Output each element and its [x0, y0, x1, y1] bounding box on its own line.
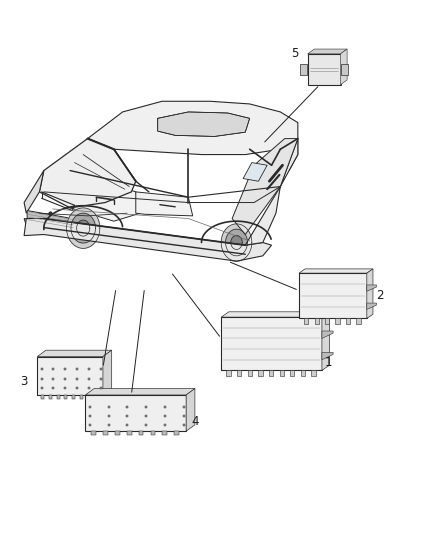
Polygon shape — [103, 431, 108, 435]
Text: 2: 2 — [376, 289, 384, 302]
Polygon shape — [49, 395, 52, 399]
Polygon shape — [221, 312, 329, 317]
Polygon shape — [322, 331, 333, 338]
Polygon shape — [314, 318, 319, 324]
Polygon shape — [85, 395, 186, 431]
Text: 5: 5 — [291, 47, 298, 60]
Polygon shape — [64, 395, 67, 399]
Polygon shape — [311, 370, 315, 376]
Polygon shape — [39, 139, 136, 208]
Polygon shape — [80, 395, 83, 399]
Text: 3: 3 — [21, 375, 28, 387]
Polygon shape — [162, 431, 167, 435]
Polygon shape — [304, 318, 308, 324]
Polygon shape — [151, 431, 155, 435]
Polygon shape — [367, 303, 376, 309]
Polygon shape — [24, 171, 44, 213]
Text: 1: 1 — [325, 356, 332, 369]
Polygon shape — [27, 211, 74, 227]
Polygon shape — [221, 224, 252, 261]
Polygon shape — [37, 357, 103, 395]
Polygon shape — [237, 370, 241, 376]
Polygon shape — [232, 139, 298, 235]
Polygon shape — [127, 431, 132, 435]
Polygon shape — [71, 213, 95, 243]
Polygon shape — [226, 370, 231, 376]
Polygon shape — [221, 317, 322, 370]
Polygon shape — [342, 64, 348, 75]
Polygon shape — [41, 395, 44, 399]
Polygon shape — [92, 431, 96, 435]
Polygon shape — [346, 318, 350, 324]
Polygon shape — [272, 139, 298, 176]
Polygon shape — [279, 370, 284, 376]
Polygon shape — [67, 208, 100, 248]
Polygon shape — [357, 318, 360, 324]
Polygon shape — [322, 312, 329, 370]
Polygon shape — [37, 350, 112, 357]
Polygon shape — [248, 370, 252, 376]
Polygon shape — [139, 431, 144, 435]
Polygon shape — [307, 49, 347, 54]
Polygon shape — [226, 229, 247, 256]
Polygon shape — [186, 389, 195, 431]
Polygon shape — [269, 370, 273, 376]
Polygon shape — [158, 112, 250, 136]
Polygon shape — [299, 273, 367, 318]
Polygon shape — [70, 139, 136, 197]
Polygon shape — [243, 163, 267, 181]
Polygon shape — [57, 171, 140, 221]
Polygon shape — [72, 395, 75, 399]
Polygon shape — [367, 285, 376, 291]
Text: 4: 4 — [191, 415, 199, 427]
Polygon shape — [57, 395, 60, 399]
Polygon shape — [103, 350, 112, 395]
Polygon shape — [336, 318, 340, 324]
Polygon shape — [24, 219, 272, 261]
Polygon shape — [367, 269, 373, 318]
Polygon shape — [88, 101, 298, 155]
Polygon shape — [258, 370, 262, 376]
Polygon shape — [231, 236, 242, 249]
Polygon shape — [299, 269, 373, 273]
Polygon shape — [85, 389, 195, 395]
Polygon shape — [136, 192, 193, 216]
Polygon shape — [115, 431, 120, 435]
Polygon shape — [301, 370, 305, 376]
Polygon shape — [300, 64, 307, 75]
Polygon shape — [340, 49, 347, 85]
Polygon shape — [88, 395, 91, 399]
Polygon shape — [325, 318, 329, 324]
Polygon shape — [322, 352, 333, 360]
Polygon shape — [307, 54, 340, 85]
Polygon shape — [24, 219, 77, 235]
Polygon shape — [245, 139, 298, 245]
Polygon shape — [174, 431, 179, 435]
Polygon shape — [95, 395, 98, 399]
Polygon shape — [290, 370, 294, 376]
Polygon shape — [77, 220, 90, 236]
